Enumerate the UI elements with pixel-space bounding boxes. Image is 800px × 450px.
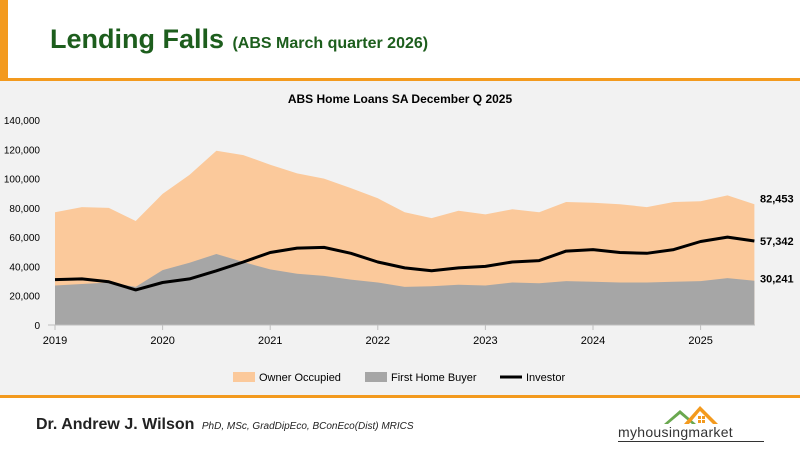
author-name: Dr. Andrew J. Wilson [36, 416, 195, 433]
x-tick-label: 2021 [258, 335, 282, 347]
x-tick-label: 2023 [473, 335, 497, 347]
legend-label: Investor [526, 372, 565, 384]
x-tick-label: 2022 [366, 335, 390, 347]
y-tick-label: 60,000 [9, 233, 40, 244]
x-tick-label: 2024 [581, 335, 605, 347]
y-tick-label: 80,000 [9, 204, 40, 215]
author-credentials: PhD, MSc, GradDipEco, BConEco(Dist) MRIC… [201, 421, 414, 432]
logo-underline [618, 441, 764, 442]
x-tick-label: 2019 [43, 335, 67, 347]
brand-logo: myhousingmarket [618, 402, 768, 444]
divider-bottom [0, 395, 800, 398]
y-tick-label: 120,000 [4, 145, 41, 156]
legend-label: First Home Buyer [391, 372, 477, 384]
legend-label: Owner Occupied [259, 372, 341, 384]
header-accent-bar [0, 0, 8, 80]
y-tick-label: 40,000 [9, 262, 40, 273]
house-roof-icon [664, 406, 718, 424]
legend-swatch-first-home-buyer [365, 372, 387, 382]
chart-title: ABS Home Loans SA December Q 2025 [288, 92, 513, 106]
end-value-label: 30,241 [760, 274, 794, 286]
divider-top [0, 78, 800, 81]
x-tick-label: 2020 [150, 335, 174, 347]
line-investor [54, 235, 755, 292]
x-tick-label: 2025 [688, 335, 712, 347]
end-value-label: 82,453 [760, 193, 794, 205]
y-tick-label: 20,000 [9, 292, 40, 303]
y-tick-label: 140,000 [4, 116, 41, 127]
title-subtitle: (ABS March quarter 2026) [232, 35, 429, 52]
y-tick-label: 100,000 [4, 175, 41, 186]
y-tick-label: 0 [34, 321, 40, 332]
title-main: Lending Falls [50, 24, 225, 54]
logo-text: myhousingmarket [618, 424, 733, 440]
area-first-home-buyer [55, 254, 755, 325]
page-title: Lending Falls (ABS March quarter 2026) [50, 24, 428, 55]
legend-swatch-owner-occupied [233, 372, 255, 382]
home-loans-chart: 0 20,000 40,000 60,000 80,000 100,000 120,000 1… [4, 92, 794, 384]
end-value-label: 57,342 [760, 236, 794, 248]
author-signature: Dr. Andrew J. Wilson PhD, MSc, GradDipEc… [36, 416, 414, 434]
